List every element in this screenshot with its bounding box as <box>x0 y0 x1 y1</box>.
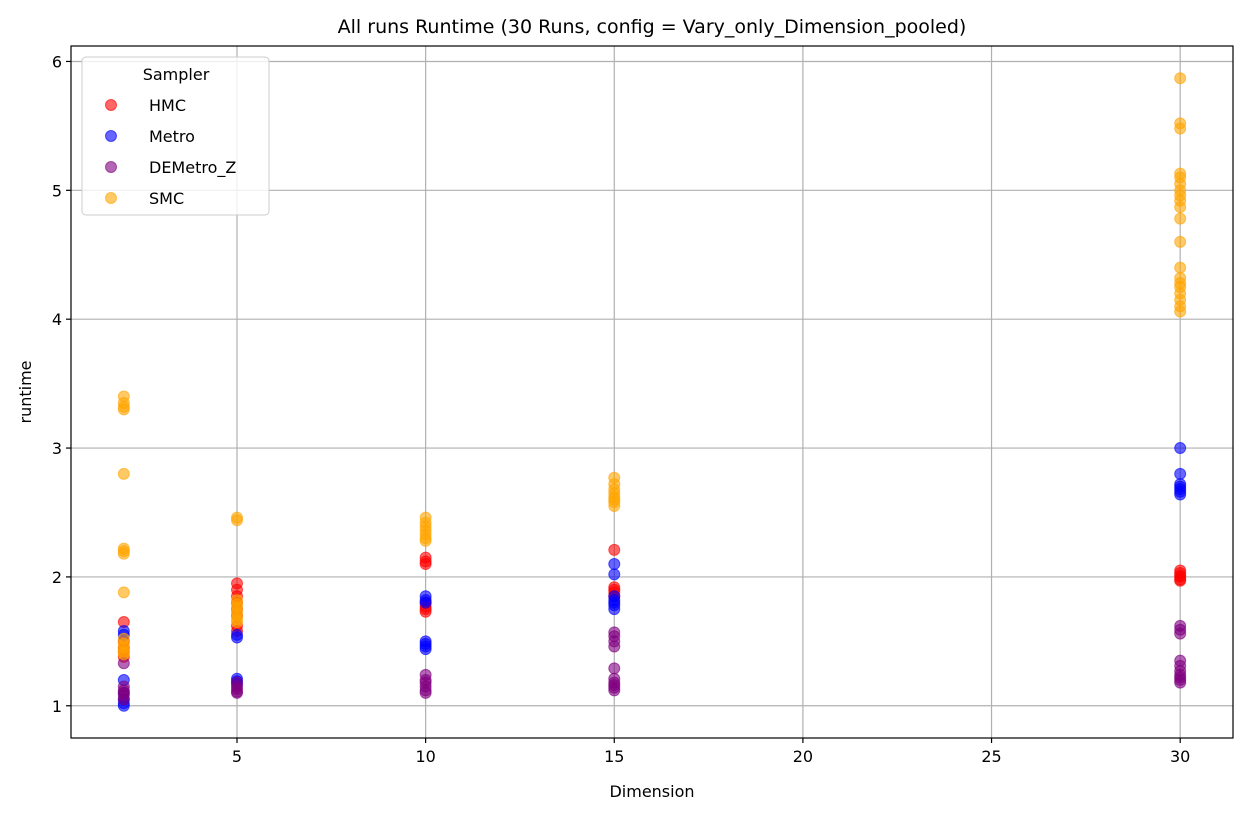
axis-ticks: 5 10 15 20 25 30 1 2 3 4 5 6 <box>52 52 1191 766</box>
y-tick-label: 6 <box>52 52 62 71</box>
legend-title: Sampler <box>143 65 210 84</box>
point-smc <box>117 586 130 599</box>
y-tick-label: 4 <box>52 310 62 329</box>
point-smc <box>117 648 130 661</box>
point-smc <box>1174 261 1187 274</box>
point-demetro-z <box>608 640 621 653</box>
point-smc <box>231 514 243 527</box>
point-smc <box>419 534 432 547</box>
point-smc <box>117 403 130 416</box>
legend-marker-demetro-z <box>105 161 117 173</box>
legend: Sampler HMC Metro DEMetro_Z SMC <box>81 56 270 216</box>
point-demetro-z <box>419 686 432 699</box>
point-smc <box>231 616 243 629</box>
x-axis-label: Dimension <box>609 782 694 801</box>
point-metro <box>1174 467 1187 480</box>
point-metro <box>608 603 621 616</box>
point-demetro-z <box>117 693 130 706</box>
legend-label-hmc: HMC <box>149 96 186 115</box>
point-smc <box>117 467 130 480</box>
x-tick-label: 25 <box>981 747 1001 766</box>
point-metro <box>1174 488 1187 501</box>
legend-marker-metro <box>105 130 117 142</box>
point-hmc <box>608 543 621 556</box>
point-demetro-z <box>1174 627 1187 640</box>
y-tick-label: 3 <box>52 439 62 458</box>
point-metro <box>1174 442 1187 455</box>
point-demetro-z <box>608 684 621 697</box>
point-smc <box>1174 122 1187 135</box>
point-demetro-z <box>231 686 243 699</box>
gridlines <box>71 46 1233 738</box>
point-smc <box>1174 305 1187 318</box>
point-smc <box>608 500 621 513</box>
x-tick-label: 10 <box>415 747 435 766</box>
plot-area-frame <box>70 45 1234 739</box>
point-demetro-z <box>608 662 621 675</box>
point-hmc <box>1174 574 1187 587</box>
legend-marker-smc <box>105 192 117 204</box>
x-tick-label: 15 <box>604 747 624 766</box>
legend-marker-hmc <box>105 99 117 111</box>
y-axis-label: runtime <box>16 360 35 423</box>
point-smc <box>1174 72 1187 85</box>
legend-box <box>81 56 270 216</box>
y-tick-label: 1 <box>52 697 62 716</box>
point-demetro-z <box>1174 676 1187 689</box>
y-tick-label: 5 <box>52 181 62 200</box>
point-metro <box>608 568 621 581</box>
legend-label-metro: Metro <box>149 127 195 146</box>
x-tick-label: 5 <box>232 747 242 766</box>
point-smc <box>117 547 130 560</box>
point-smc <box>1174 201 1187 214</box>
x-tick-label: 20 <box>793 747 813 766</box>
point-metro <box>231 631 243 644</box>
legend-label-demetro-z: DEMetro_Z <box>149 158 236 178</box>
point-smc <box>1174 235 1187 248</box>
point-hmc <box>419 558 432 571</box>
point-metro <box>419 643 432 656</box>
y-tick-label: 2 <box>52 568 62 587</box>
point-metro <box>419 596 432 609</box>
chart-title: All runs Runtime (30 Runs, config = Vary… <box>338 16 967 38</box>
x-tick-label: 30 <box>1170 747 1190 766</box>
data-points <box>117 72 1187 712</box>
legend-label-smc: SMC <box>149 189 184 208</box>
point-metro <box>608 558 621 571</box>
point-smc <box>1174 212 1187 225</box>
